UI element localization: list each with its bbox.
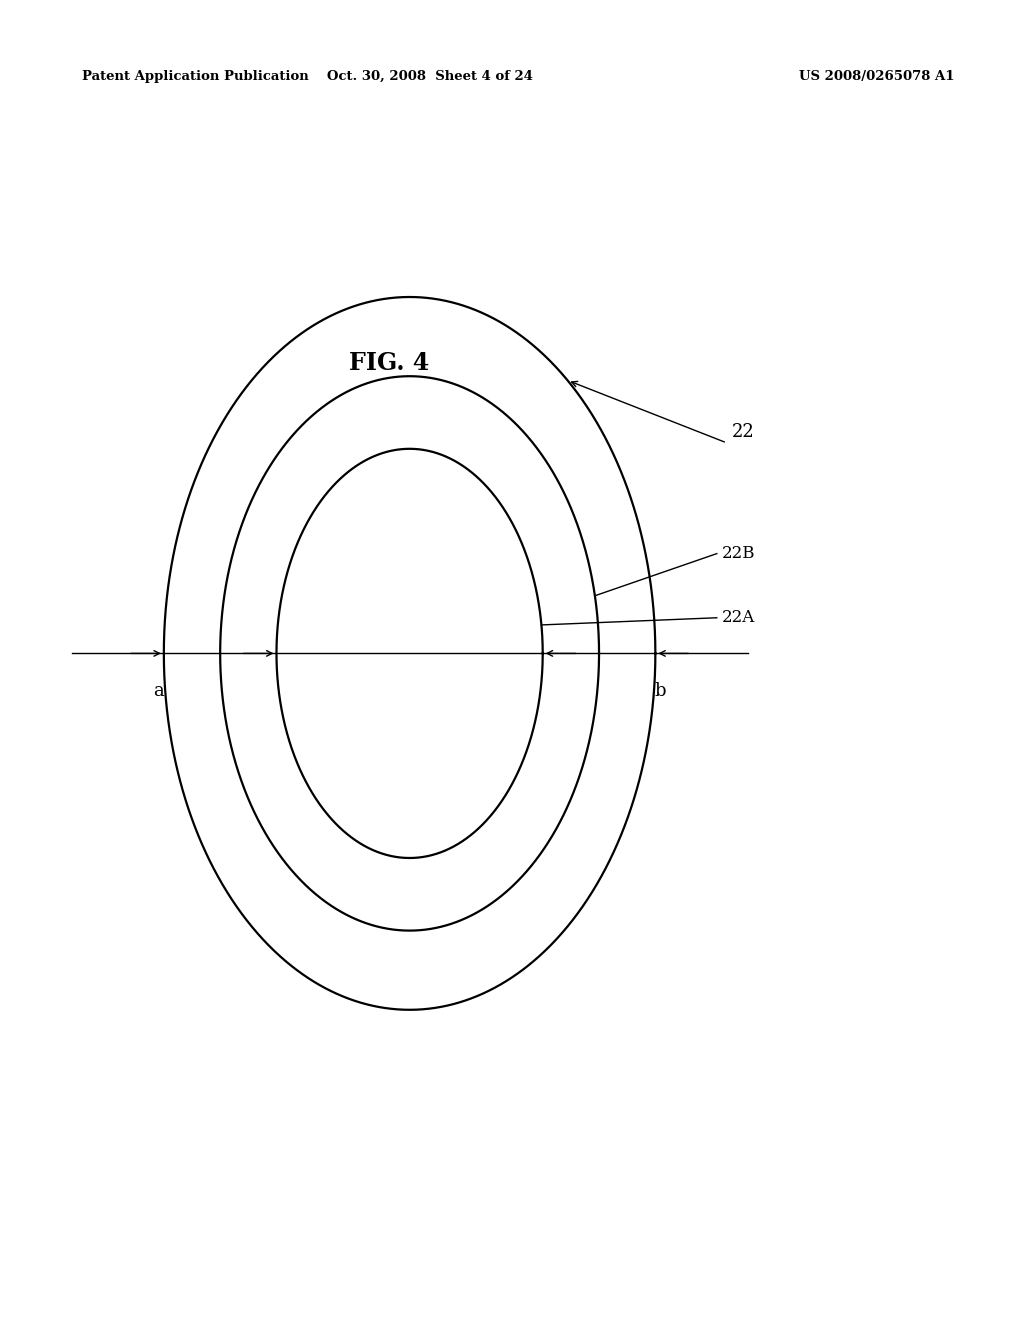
Text: 22: 22 bbox=[732, 424, 755, 441]
Text: Patent Application Publication: Patent Application Publication bbox=[82, 70, 308, 83]
Text: FIG. 4: FIG. 4 bbox=[349, 351, 429, 375]
Text: a: a bbox=[154, 682, 164, 701]
Text: US 2008/0265078 A1: US 2008/0265078 A1 bbox=[799, 70, 954, 83]
Text: b: b bbox=[654, 682, 667, 701]
Text: 22B: 22B bbox=[722, 545, 756, 562]
Text: 22A: 22A bbox=[722, 610, 755, 626]
Text: Oct. 30, 2008  Sheet 4 of 24: Oct. 30, 2008 Sheet 4 of 24 bbox=[327, 70, 534, 83]
